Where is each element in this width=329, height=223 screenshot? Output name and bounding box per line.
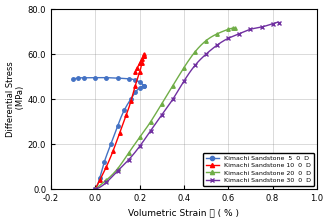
Legend: Kimachi Sandstone  5  0  D, Kimachi Sandstone 10  0  D, Kimachi Sandstone 20  0 : Kimachi Sandstone 5 0 D, Kimachi Sandsto… xyxy=(203,153,314,186)
X-axis label: Volumetric Strain 　 ( % ): Volumetric Strain ( % ) xyxy=(129,209,240,217)
Y-axis label: Differential Stress
 (MPa): Differential Stress (MPa) xyxy=(6,61,25,137)
